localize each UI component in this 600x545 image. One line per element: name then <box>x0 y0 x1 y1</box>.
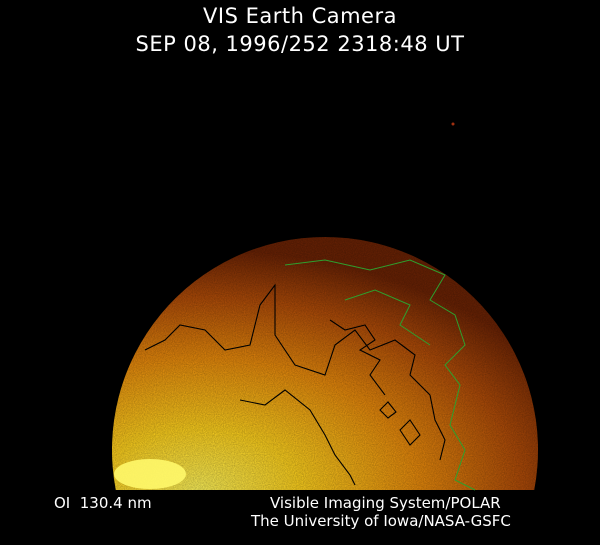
speck <box>451 122 455 126</box>
grid-overlay <box>284 259 476 491</box>
image-timestamp: SEP 08, 1996/252 2318:48 UT <box>135 32 465 56</box>
credit-label: The University of Iowa/NASA-GSFC <box>251 512 511 530</box>
instrument-label: Visible Imaging System/POLAR <box>270 494 501 512</box>
bright-patch <box>114 459 186 489</box>
image-title: VIS Earth Camera <box>203 4 397 28</box>
disk-texture <box>112 236 538 490</box>
coastlines <box>144 283 446 486</box>
filter-label: OI 130.4 nm <box>54 494 152 512</box>
